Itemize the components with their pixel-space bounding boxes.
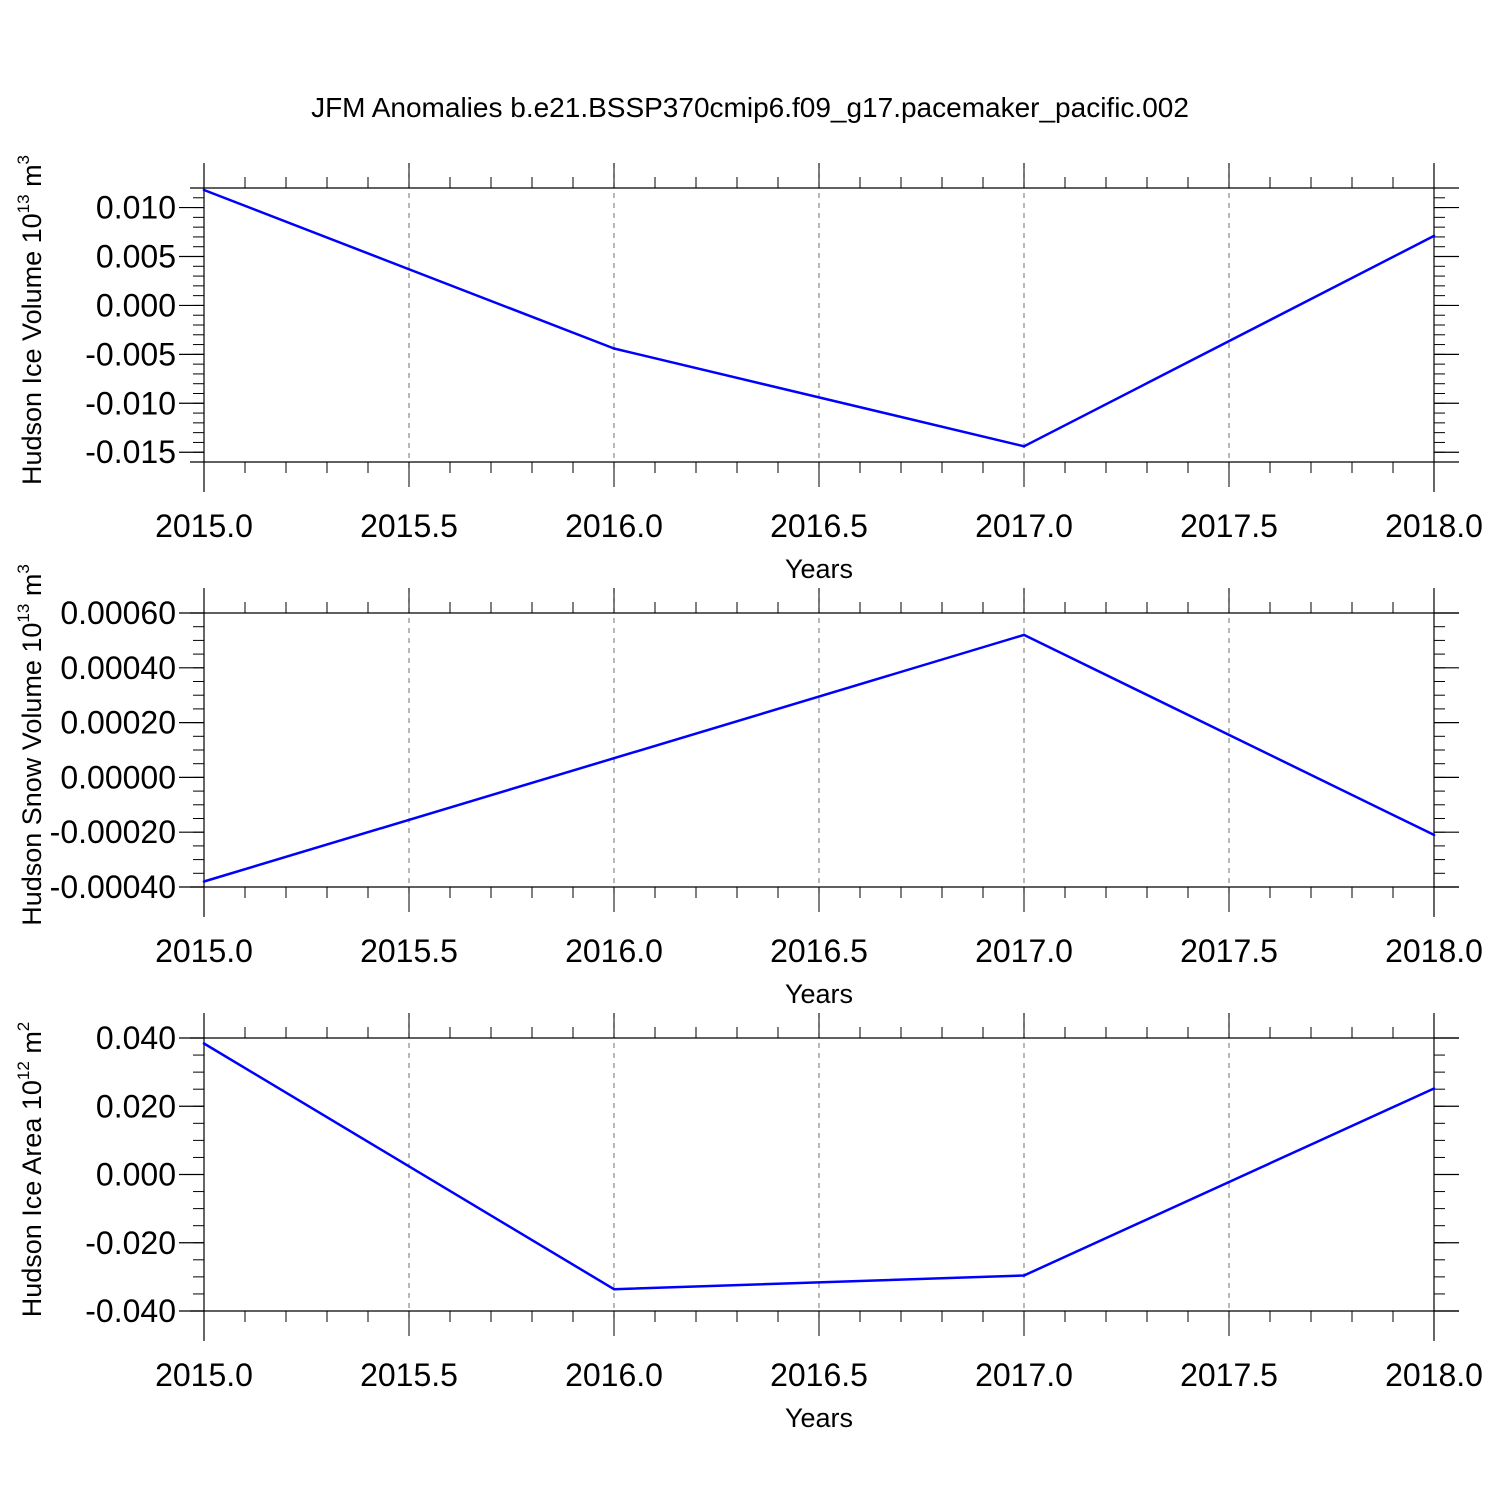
x-tick-label: 2017.5 [1180,933,1278,969]
x-tick-label: 2016.5 [770,508,868,544]
data-point [612,756,616,760]
data-point [1022,1274,1026,1277]
x-tick-label: 2017.0 [975,508,1073,544]
data-point [1432,833,1436,837]
y-tick-label: 0.00020 [60,705,176,741]
y-tick-label: 0.00060 [60,595,176,631]
x-tick-label: 2015.0 [155,508,253,544]
x-tick-label: 2015.5 [360,1357,458,1393]
x-tick-label: 2015.5 [360,933,458,969]
x-tick-label: 2018.0 [1385,508,1483,544]
y-tick-label: 0.020 [96,1088,176,1124]
y-tick-label: 0.000 [96,287,176,323]
x-tick-label: 2017.0 [975,1357,1073,1393]
y-tick-label: 0.000 [96,1157,176,1193]
x-tick-label: 2017.5 [1180,1357,1278,1393]
data-point [1432,1087,1436,1090]
y-tick-label: -0.020 [85,1225,176,1261]
series-line [203,1042,1435,1291]
data-point [1432,234,1436,238]
data-point [1022,633,1026,637]
y-tick-label: 0.010 [96,190,176,226]
x-tick-label: 2016.5 [770,1357,868,1393]
x-axis-label: Years [785,979,853,1009]
x-tick-label: 2016.0 [565,508,663,544]
y-tick-label: -0.005 [85,336,176,372]
x-tick-label: 2016.0 [565,933,663,969]
y-tick-label: 0.00000 [60,759,176,795]
y-tick-label: 0.040 [96,1020,176,1056]
x-axis-label: Years [785,554,853,584]
y-tick-label: -0.00020 [50,814,176,850]
x-tick-label: 2018.0 [1385,933,1483,969]
data-point [202,188,206,192]
chart-title: JFM Anomalies b.e21.BSSP370cmip6.f09_g17… [311,92,1189,123]
data-point [612,1287,616,1291]
x-tick-label: 2015.0 [155,933,253,969]
y-tick-label: -0.040 [85,1293,176,1329]
x-tick-label: 2016.0 [565,1357,663,1393]
y-axis-label: Hudson Ice Area 1012 m2 [14,1022,47,1318]
x-tick-label: 2018.0 [1385,1357,1483,1393]
series-line [203,633,1435,883]
x-tick-label: 2017.5 [1180,508,1278,544]
series-line [203,188,1435,448]
y-axis-label: Hudson Ice Volume 1013 m3 [14,155,47,485]
panel-3: 0.040 0.020 0.000 -0.020 -0.040 2015.0 2015.5 2… [14,1013,1483,1433]
x-tick-label: 2016.5 [770,933,868,969]
data-point [202,1042,206,1045]
x-axis-label: Years [785,1403,853,1433]
x-tick-label: 2017.0 [975,933,1073,969]
y-tick-label: 0.005 [96,239,176,275]
data-point [1022,445,1026,448]
y-tick-label: -0.00040 [50,869,176,905]
data-point [202,880,206,883]
panel-1: 0.010 0.005 0.000 -0.005 -0.010 -0.015 2015.0 2… [14,155,1483,584]
x-tick-label: 2015.0 [155,1357,253,1393]
panel-2: 0.00060 0.00040 0.00020 0.00000 -0.00020 -0.0… [14,564,1483,1009]
data-point [612,347,616,350]
y-tick-label: -0.015 [85,434,176,470]
x-tick-label: 2015.5 [360,508,458,544]
y-axis-label: Hudson Snow Volume 1013 m3 [14,564,47,926]
y-tick-label: 0.00040 [60,650,176,686]
y-tick-label: -0.010 [85,385,176,421]
